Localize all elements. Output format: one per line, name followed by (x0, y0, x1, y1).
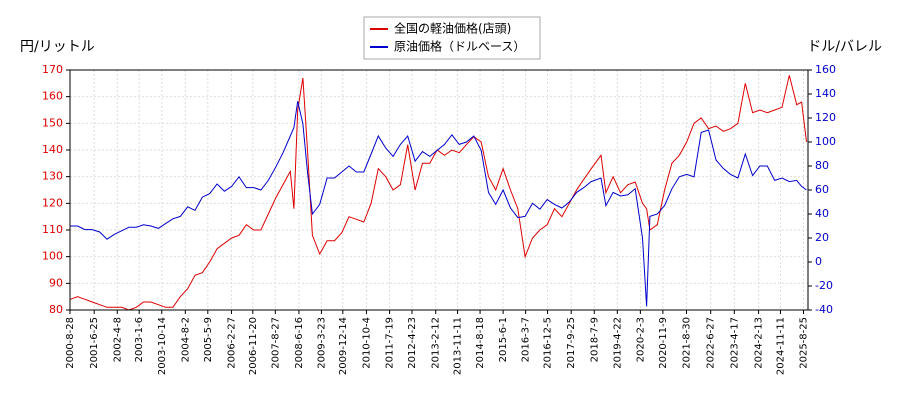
x-tick-label: 2006-2-27 (226, 317, 237, 369)
x-tick-label: 2020-11-9 (658, 317, 669, 369)
legend-label: 全国の軽油価格(店頭) (394, 21, 511, 36)
y2-tick-label: 80 (815, 159, 829, 172)
x-tick-label: 2011-7-19 (385, 317, 396, 369)
x-tick-label: 2013-11-11 (453, 317, 464, 375)
y2-tick-label: 120 (815, 111, 836, 124)
y-tick-label: 170 (42, 63, 63, 76)
y2-tick-label: -40 (815, 303, 833, 316)
series-line (70, 75, 807, 311)
x-tick-label: 2016-12-5 (543, 317, 554, 369)
y-tick-label: 130 (42, 170, 63, 183)
y2-tick-label: 0 (815, 255, 822, 268)
x-tick-label: 2000-8-28 (65, 317, 76, 369)
x-tick-label: 2001-6-25 (89, 317, 100, 369)
y-tick-label: 140 (42, 143, 63, 156)
y2-tick-label: 60 (815, 183, 829, 196)
y-tick-label: 100 (42, 250, 63, 263)
y2-axis-label: ドル/バレル (807, 39, 882, 55)
y-tick-label: 150 (42, 116, 63, 129)
x-tick-label: 2003-10-14 (157, 317, 168, 375)
y-tick-label: 90 (49, 276, 63, 289)
x-tick-label: 2007-8-27 (270, 317, 281, 369)
x-tick-label: 2024-2-13 (754, 317, 765, 369)
x-tick-label: 2025-8-25 (799, 317, 810, 369)
x-tick-label: 2005-5-9 (203, 317, 214, 362)
y-tick-label: 120 (42, 196, 63, 209)
y-tick-label: 110 (42, 223, 63, 236)
x-tick-label: 2009-12-14 (338, 317, 349, 375)
x-tick-label: 2015-6-1 (498, 317, 509, 362)
y2-tick-label: 20 (815, 231, 829, 244)
y-tick-label: 80 (49, 303, 63, 316)
x-tick-label: 2013-2-12 (431, 317, 442, 369)
x-tick-label: 2002-4-8 (112, 317, 123, 362)
x-tick-label: 2019-4-22 (612, 317, 623, 369)
x-tick-label: 2010-10-4 (361, 317, 372, 369)
legend-label: 原油価格（ドルベース） (394, 39, 525, 54)
x-tick-label: 2003-1-6 (134, 317, 145, 362)
x-tick-label: 2008-6-16 (294, 317, 305, 369)
x-tick-label: 2023-4-17 (729, 317, 740, 369)
x-tick-label: 2021-8-30 (682, 317, 693, 369)
y2-tick-label: 40 (815, 207, 829, 220)
x-tick-label: 2014-8-18 (475, 317, 486, 369)
x-tick-label: 2022-6-27 (706, 317, 717, 369)
y2-tick-label: -20 (815, 279, 833, 292)
x-tick-label: 2006-11-20 (248, 317, 259, 375)
y-tick-label: 160 (42, 90, 63, 103)
x-tick-label: 2020-2-3 (635, 317, 646, 362)
x-tick-label: 2016-3-7 (521, 317, 532, 362)
x-tick-label: 2017-9-25 (566, 317, 577, 369)
plot-frame (69, 69, 809, 311)
series-line (70, 101, 807, 307)
x-tick-label: 2024-11-11 (775, 317, 786, 375)
x-tick-label: 2012-4-23 (407, 317, 418, 369)
x-tick-label: 2009-3-23 (316, 317, 327, 369)
legend-box (363, 16, 541, 60)
x-tick-label: 2018-7-9 (589, 317, 600, 362)
y2-tick-label: 100 (815, 135, 836, 148)
y-axis-label: 円/リットル (20, 39, 95, 55)
y2-tick-label: 160 (815, 63, 836, 76)
y2-tick-label: 140 (815, 87, 836, 100)
x-tick-label: 2004-8-2 (180, 317, 191, 362)
